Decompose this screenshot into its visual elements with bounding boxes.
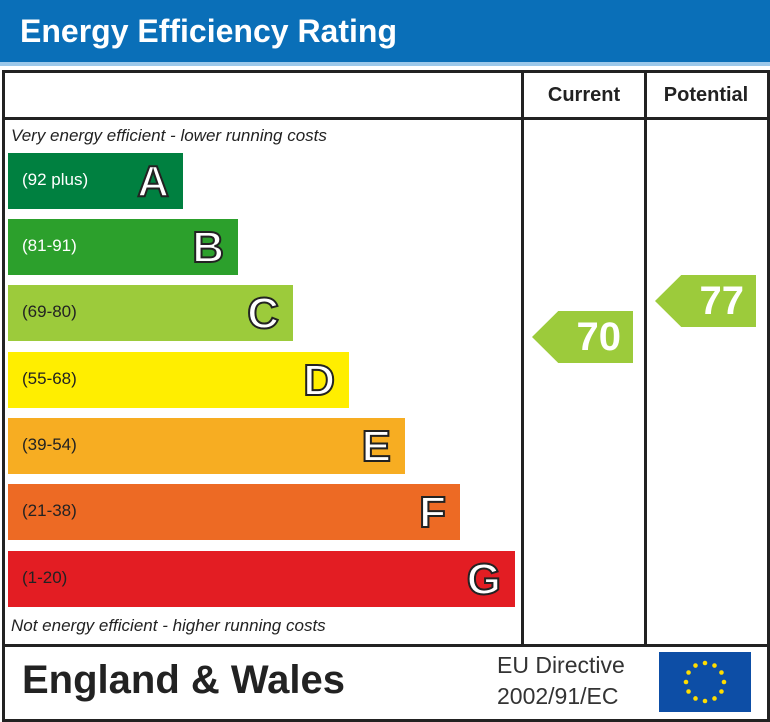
band-bar-f: (21-38) F bbox=[8, 484, 460, 540]
band-range: (81-91) bbox=[22, 236, 77, 255]
band-bar-b: (81-91) B bbox=[8, 219, 238, 275]
eu-star bbox=[702, 698, 708, 704]
eu-star bbox=[702, 660, 708, 666]
eu-star bbox=[712, 663, 717, 668]
band-range: (39-54) bbox=[22, 435, 77, 454]
eu-star bbox=[712, 696, 717, 701]
divider bbox=[521, 70, 524, 646]
band-letter: C bbox=[246, 288, 280, 339]
band-range: (92 plus) bbox=[22, 170, 89, 189]
band-letter: A bbox=[136, 156, 170, 207]
eu-star bbox=[721, 679, 727, 685]
potential-header: Potential bbox=[663, 84, 749, 106]
potential-rating-arrow: 77 bbox=[655, 275, 756, 327]
region-label: England & Wales bbox=[22, 658, 346, 702]
band-range: (21-38) bbox=[22, 501, 77, 520]
band-letter: F bbox=[418, 487, 447, 538]
page-title: Energy Efficiency Rating bbox=[20, 13, 397, 49]
directive-line2: 2002/91/EC bbox=[497, 683, 619, 709]
rating-table bbox=[2, 70, 770, 722]
header-bar: Energy Efficiency Rating bbox=[0, 0, 770, 66]
band-letter: B bbox=[191, 222, 225, 273]
band-letter: E bbox=[361, 421, 392, 472]
eu-star bbox=[693, 696, 698, 701]
band-letter: D bbox=[302, 355, 336, 406]
divider bbox=[2, 117, 768, 120]
eu-flag-icon bbox=[659, 652, 751, 712]
band-range: (1-20) bbox=[22, 568, 68, 587]
band-bar-c: (69-80) C bbox=[8, 285, 293, 341]
band-bar-g: (1-20) G bbox=[8, 551, 515, 607]
divider bbox=[2, 644, 768, 647]
band-bar-a: (92 plus) A bbox=[8, 153, 183, 209]
band-range: (69-80) bbox=[22, 302, 77, 321]
directive-line1: EU Directive bbox=[497, 652, 625, 678]
band-range: (55-68) bbox=[22, 369, 77, 388]
band-bar-d: (55-68) D bbox=[8, 352, 349, 408]
eu-star bbox=[683, 679, 689, 685]
bottom-note: Not energy efficient - higher running co… bbox=[11, 616, 326, 635]
eu-star bbox=[719, 689, 724, 694]
current-rating-value: 70 bbox=[576, 315, 622, 359]
eu-star bbox=[719, 670, 724, 675]
eu-star bbox=[693, 663, 698, 668]
eu-star bbox=[686, 670, 691, 675]
band-letter: G bbox=[466, 554, 502, 605]
eu-star bbox=[686, 689, 691, 694]
current-header: Current bbox=[547, 84, 621, 106]
divider bbox=[644, 70, 647, 646]
top-note: Very energy efficient - lower running co… bbox=[11, 126, 327, 145]
potential-rating-value: 77 bbox=[699, 279, 745, 323]
band-bar-e: (39-54) E bbox=[8, 418, 405, 474]
